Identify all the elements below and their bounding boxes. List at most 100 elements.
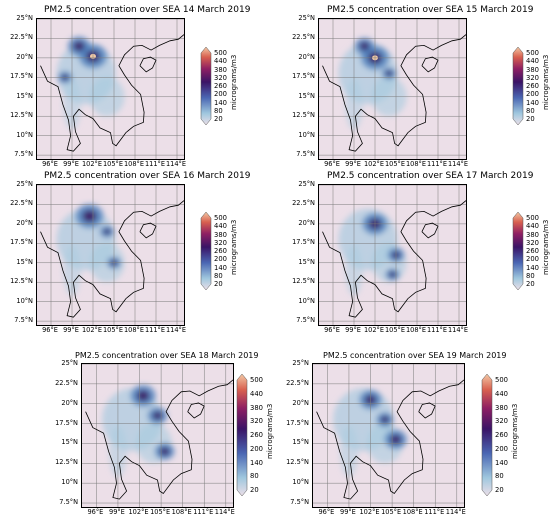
colorbar-tick-label: 500 (526, 49, 539, 57)
lat-tick-label: 20°N (292, 398, 309, 407)
colorbar-tick-label: 140 (214, 263, 227, 272)
colorbar (236, 374, 248, 496)
lat-tick-label: 17.5°N (286, 418, 309, 427)
colorbar-tick-label: 440 (250, 389, 263, 398)
colorbar-tick-label: 260 (495, 431, 508, 439)
lon-tick-label: 99°E (63, 160, 79, 168)
colorbar-tick-label: 440 (526, 222, 539, 231)
colorbar-unit-label: micrograms/m3 (542, 54, 550, 110)
lat-tick-label: 7.5°N (59, 498, 78, 507)
lat-tick-label: 17.5°N (55, 418, 78, 427)
colorbar-tick-label: 140 (214, 98, 227, 107)
lat-tick-label: 25°N (298, 14, 315, 22)
colorbar-tick-label: 20 (250, 486, 259, 494)
lat-tick-label: 12.5°N (286, 458, 309, 467)
colorbar-tick-label: 200 (214, 255, 227, 264)
map-area (36, 18, 185, 160)
pm25-field (82, 364, 233, 507)
colorbar-tick-label: 380 (495, 403, 508, 412)
map-area (81, 363, 234, 508)
colorbar-tick-label: 200 (526, 255, 539, 264)
pm25-field (319, 19, 466, 159)
colorbar-tick-label: 320 (526, 73, 539, 82)
colorbar-tick-label: 200 (526, 90, 539, 99)
lon-tick-label: 108°E (405, 160, 427, 168)
colorbar-tick-label: 440 (214, 222, 227, 231)
hainan-outline (421, 222, 439, 239)
colorbar-tick-label: 140 (495, 458, 508, 467)
pm25-high-region (73, 41, 85, 52)
colorbar-tick-label: 200 (250, 444, 263, 453)
colorbar-tick-label: 20 (526, 115, 535, 123)
lon-tick-label: 96°E (42, 326, 58, 334)
lat-tick-label: 12.5°N (292, 111, 315, 120)
pm25-field (37, 19, 184, 159)
colorbar-tick-label: 80 (526, 271, 535, 280)
lat-tick-label: 10°N (298, 296, 315, 305)
lon-tick-label: 102°E (363, 326, 385, 334)
colorbar-tick-label: 20 (526, 280, 535, 288)
coastline (322, 34, 466, 152)
map-title: PM2.5 concentration over SEA 16 March 20… (44, 171, 251, 181)
lon-tick-label: 111°E (426, 160, 448, 168)
colorbar-tick-label: 500 (526, 214, 539, 222)
hainan-outline (187, 402, 205, 419)
lon-tick-label: 96°E (324, 326, 340, 334)
lon-tick-label: 111°E (426, 326, 448, 334)
lat-tick-label: 17.5°N (10, 72, 33, 81)
lat-tick-label: 15°N (292, 438, 309, 447)
lon-tick-label: 111°E (144, 160, 166, 168)
colorbar-tick-label: 320 (526, 238, 539, 247)
colorbar-unit-label: micrograms/m3 (230, 219, 238, 275)
coastline (316, 379, 464, 500)
colorbar-tick-label: 260 (214, 82, 227, 90)
lon-tick-label: 105°E (384, 160, 406, 168)
lon-tick-label: 96°E (318, 508, 335, 516)
hainan-outline (418, 402, 436, 419)
pm25-field (37, 185, 184, 325)
lat-tick-label: 7.5°N (14, 316, 33, 325)
coastline (40, 34, 184, 152)
lat-tick-label: 22.5°N (286, 378, 309, 387)
pm25-high-region (389, 271, 396, 278)
lat-tick-label: 15°N (61, 438, 78, 447)
hainan-outline (139, 56, 157, 73)
lat-tick-label: 20°N (298, 52, 315, 61)
lon-tick-label: 108°E (405, 326, 427, 334)
lat-tick-label: 10°N (16, 130, 33, 139)
lat-tick-label: 17.5°N (292, 238, 315, 247)
lon-tick-label: 99°E (345, 326, 361, 334)
lon-tick-label: 102°E (359, 508, 380, 516)
hainan-outline (421, 56, 439, 73)
map-area (36, 184, 185, 326)
lon-tick-label: 102°E (81, 326, 103, 334)
colorbar (200, 47, 212, 125)
lon-tick-label: 102°E (81, 160, 103, 168)
map-title: PM2.5 concentration over SEA 19 March 20… (323, 351, 507, 360)
lon-tick-label: 114°E (447, 326, 469, 334)
lat-tick-label: 12.5°N (292, 277, 315, 286)
lat-tick-label: 17.5°N (292, 72, 315, 81)
lon-tick-label: 111°E (144, 326, 166, 334)
lon-tick-label: 99°E (345, 160, 361, 168)
colorbar-tick-label: 380 (526, 65, 539, 74)
colorbar-tick-label: 380 (250, 403, 263, 412)
lon-tick-label: 114°E (165, 160, 187, 168)
map-area (318, 18, 467, 160)
lon-tick-label: 99°E (340, 508, 356, 516)
lon-tick-label: 105°E (102, 326, 124, 334)
lat-tick-label: 20°N (16, 52, 33, 61)
colorbar-tick-label: 320 (214, 73, 227, 82)
lat-tick-label: 17.5°N (10, 238, 33, 247)
colorbar-tick-label: 140 (526, 98, 539, 107)
colorbar-tick-label: 380 (526, 230, 539, 239)
lon-tick-label: 114°E (165, 326, 187, 334)
lat-tick-label: 25°N (292, 359, 309, 367)
colorbar (512, 212, 524, 290)
colorbar-tick-label: 320 (214, 238, 227, 247)
lon-tick-label: 114°E (214, 508, 235, 516)
lat-tick-label: 22.5°N (10, 199, 33, 208)
colorbar-tick-label: 140 (526, 263, 539, 272)
map-area (312, 363, 465, 508)
lat-tick-label: 12.5°N (10, 111, 33, 120)
